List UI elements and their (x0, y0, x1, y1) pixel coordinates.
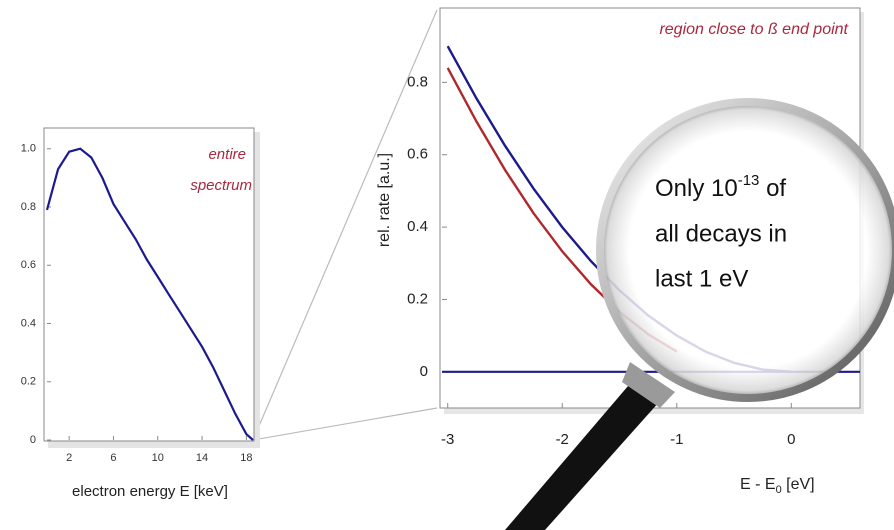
figure: entire spectrum electron energy E [keV] … (0, 0, 894, 530)
x-axis-label: electron energy E [keV] (72, 483, 228, 500)
annotation: spectrum (190, 177, 252, 194)
y-tick-label: 0.4 (407, 218, 428, 235)
y-tick-label: 0.2 (407, 290, 428, 307)
x-tick-label: 2 (66, 452, 72, 464)
y-tick-label: 0.6 (21, 259, 36, 271)
annotation: last 1 eV (655, 265, 748, 292)
x-tick-label: 18 (240, 452, 252, 464)
chart-title: region close to ß end point (659, 21, 848, 38)
y-tick-label: 0 (30, 434, 36, 446)
x-axis-label: E - E0 [eV] (740, 476, 815, 496)
y-tick-label: 0 (420, 363, 428, 380)
x-axis-label-rest: [eV] (782, 476, 815, 493)
annotation-text: Only 10 (655, 175, 738, 202)
left-frame (44, 128, 254, 441)
annotation: Only 10-13 of (655, 172, 786, 202)
y-tick-label: 0.4 (21, 317, 36, 329)
y-tick-label: 0.2 (21, 376, 36, 388)
y-tick-label: 0.6 (407, 146, 428, 163)
x-axis-label-main: E - E (740, 476, 776, 493)
zoom-line (253, 408, 437, 440)
x-tick-label: -2 (556, 431, 569, 448)
x-tick-label: 14 (196, 452, 208, 464)
annotation-superscript: -13 (738, 172, 760, 189)
x-tick-label: 0 (787, 431, 795, 448)
annotation-text: of (759, 175, 786, 202)
x-tick-label: -1 (670, 431, 683, 448)
y-tick-label: 0.8 (21, 201, 36, 213)
annotation: all decays in (655, 220, 787, 247)
y-tick-label: 0.8 (407, 73, 428, 90)
lens (600, 102, 894, 398)
y-tick-label: 1.0 (21, 143, 36, 155)
y-axis-label: rel. rate [a.u.] (376, 153, 393, 247)
x-tick-label: 10 (152, 452, 164, 464)
x-tick-label: 6 (110, 452, 116, 464)
x-tick-label: -3 (441, 431, 454, 448)
annotation: entire (208, 146, 246, 163)
